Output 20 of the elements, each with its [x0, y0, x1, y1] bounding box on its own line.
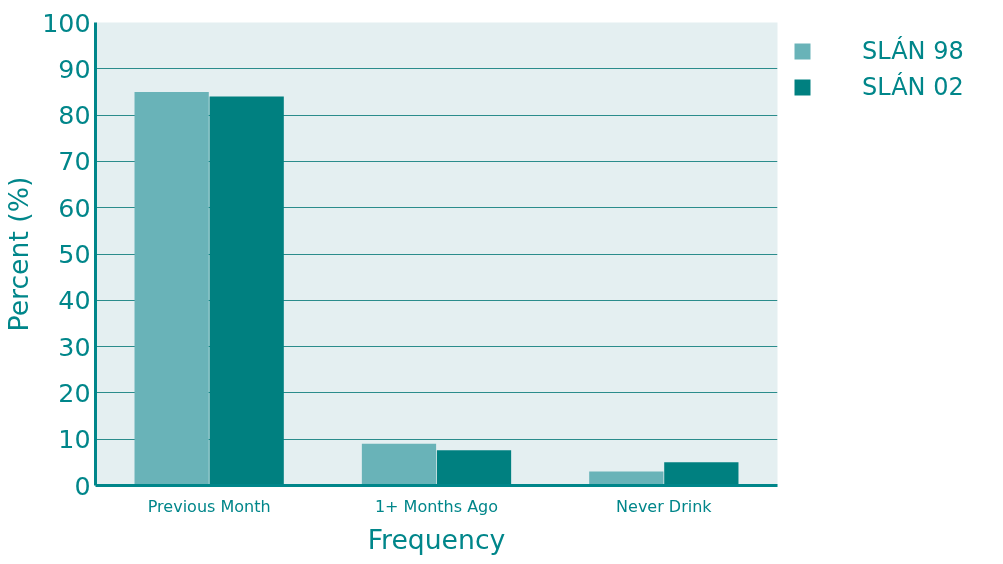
y-tick-label: 100 [42, 7, 91, 38]
y-tick-label: 10 [58, 424, 91, 455]
y-tick-label: 20 [58, 377, 91, 408]
y-tick-label: 0 [74, 470, 91, 501]
y-tick-label: 30 [58, 331, 91, 362]
y-tick-label: 60 [58, 192, 91, 223]
legend-label: SLÁN 02 [862, 73, 964, 101]
y-tick-label: 70 [58, 146, 91, 177]
legend-label: SLÁN 98 [862, 37, 964, 65]
y-tick-label: 80 [58, 100, 91, 131]
bar [134, 91, 209, 486]
y-axis-title: Percent (%) [3, 176, 35, 332]
bar [361, 443, 437, 486]
x-tick-label: Never Drink [616, 496, 713, 516]
x-axis-title: Frequency [367, 523, 506, 555]
x-tick-label: Previous Month [147, 496, 271, 516]
y-tick-label: 50 [58, 239, 91, 269]
y-tick-label: 40 [58, 285, 91, 316]
x-tick-label: 1+ Months Ago [374, 496, 499, 516]
y-tick-label: 90 [58, 53, 91, 84]
